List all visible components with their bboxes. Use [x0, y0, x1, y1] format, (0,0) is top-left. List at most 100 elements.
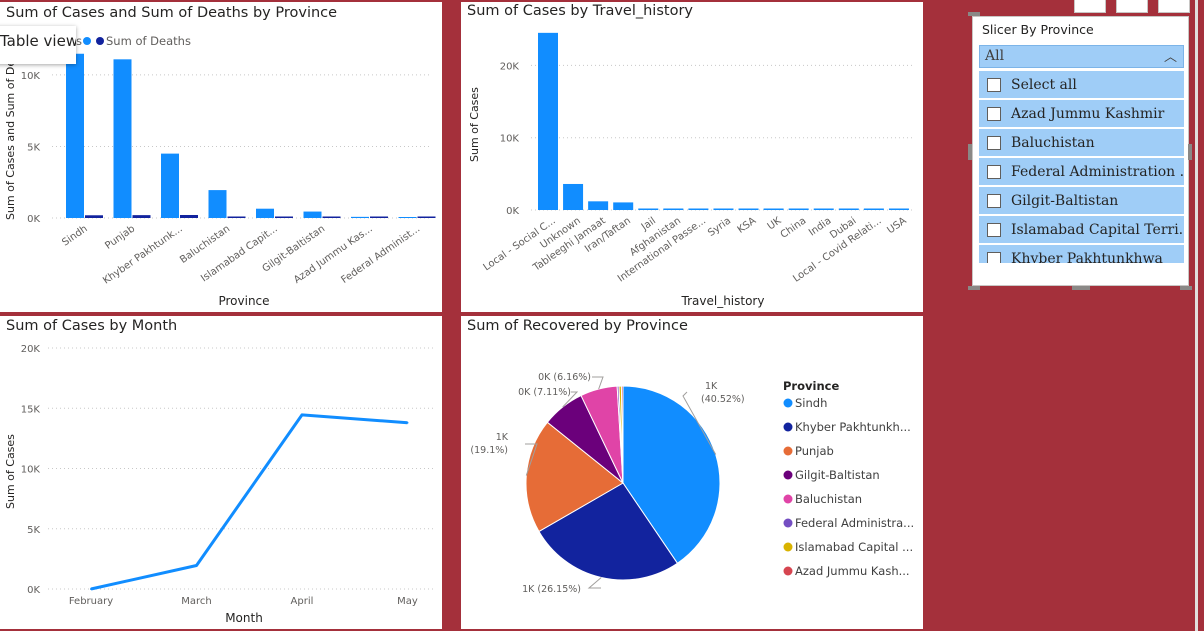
bar-deaths — [180, 214, 198, 218]
chart-title: Sum of Recovered by Province — [467, 318, 688, 334]
x-tick-label: February — [69, 596, 113, 607]
y-tick-label: 10K — [21, 71, 41, 82]
legend-marker — [783, 494, 793, 504]
legend-marker — [783, 398, 793, 408]
checkbox[interactable] — [987, 222, 1001, 237]
legend-label: Federal Administra... — [795, 516, 914, 530]
bar-cases — [351, 216, 369, 218]
legend-label: Baluchistan — [795, 492, 862, 506]
bar-cases — [813, 208, 834, 210]
bar-deaths — [227, 216, 246, 218]
slicer-item-azad-jummu-kashmir[interactable]: Azad Jummu Kashmir — [979, 100, 1184, 127]
chart-cases-by-month[interactable]: Sum of Cases by Month 0K 5K 10K 15K 20K Febru… — [0, 316, 442, 629]
bar-deaths — [85, 215, 103, 218]
legend-label: Sum of Deaths — [106, 34, 191, 48]
bar-cases — [763, 208, 784, 210]
vertical-scrollbar[interactable] — [1195, 0, 1198, 631]
slicer-item-gilgit-baltistan[interactable]: Gilgit-Baltistan — [979, 187, 1184, 214]
bar-cases — [588, 201, 609, 210]
data-label-leader — [525, 443, 538, 476]
bar-cases — [788, 208, 809, 210]
table-view-tooltip[interactable]: Table view — [0, 26, 76, 64]
legend-title: Province — [783, 379, 839, 393]
line-point — [195, 564, 198, 567]
y-tick-label: 15K — [21, 404, 41, 415]
slicer-item-label: Khyber Pakhtunkhwa — [1011, 250, 1163, 264]
legend-label: Punjab — [795, 444, 834, 458]
resize-handle[interactable] — [1180, 286, 1192, 290]
x-axis-title: Travel_history — [681, 294, 765, 308]
pie-slice — [620, 385, 624, 484]
slicer-item-select-all[interactable]: Select all — [979, 71, 1184, 98]
data-label: 1K — [496, 432, 509, 443]
x-tick-label: China — [779, 215, 809, 240]
y-tick-label: 0K — [506, 206, 519, 217]
data-label-leader — [587, 577, 602, 589]
x-tick-label: Federal Administ... — [339, 223, 422, 286]
bar-deaths — [275, 216, 293, 218]
data-label: 1K (26.15%) — [522, 584, 581, 595]
chevron-up-icon[interactable]: ︿ — [1163, 50, 1177, 65]
bar-cases — [113, 59, 132, 218]
focus-mode-icon[interactable] — [1074, 0, 1106, 13]
slicer-item-baluchistan[interactable]: Baluchistan — [979, 129, 1184, 156]
slicer-item-federal-administration[interactable]: Federal Administration ... — [979, 158, 1184, 185]
slicer-item-khyber-pakhtunkhwa[interactable]: Khyber Pakhtunkhwa — [979, 245, 1184, 263]
bar-cases — [208, 190, 227, 218]
slicer-selected-value: All — [985, 48, 1005, 64]
checkbox[interactable] — [987, 135, 1001, 150]
chart-cases-deaths-by-province[interactable]: Sum of Cases and Sum of Deaths by Provin… — [0, 2, 442, 312]
bar-cases — [256, 208, 274, 218]
resize-handle[interactable] — [968, 286, 980, 290]
x-tick-label: USA — [885, 215, 908, 236]
resize-handle[interactable] — [968, 12, 980, 16]
bar-cases — [538, 32, 558, 210]
checkbox[interactable] — [987, 164, 1001, 179]
bar-cases — [738, 208, 759, 210]
y-tick-label: 20K — [500, 61, 520, 72]
bar-cases — [303, 211, 322, 218]
data-label: (19.1%) — [470, 445, 508, 456]
legend-marker — [783, 446, 793, 456]
x-tick-label: Sindh — [60, 223, 89, 248]
slicer-dropdown[interactable]: All ︿ — [979, 45, 1184, 68]
legend-marker — [783, 542, 793, 552]
chart-recovered-by-province[interactable]: Sum of Recovered by Province 1K (40.52%) 1… — [461, 316, 923, 629]
slicer-list[interactable]: Select all Azad Jummu Kashmir Baluchista… — [979, 71, 1184, 263]
chart-cases-by-travel-history[interactable]: Sum of Cases by Travel_history 0K 10K 20K L… — [461, 2, 923, 312]
legend-label: Gilgit-Baltistan — [795, 468, 880, 482]
resize-handle[interactable] — [1188, 144, 1192, 160]
line-chart-month: 0K 5K 10K 15K 20K February March April May Month S… — [4, 344, 436, 625]
checkbox[interactable] — [987, 251, 1001, 263]
data-label: (40.52%) — [701, 394, 745, 405]
pie-chart-recovered: 1K (40.52%) 1K (26.15%) 1K (19.1%) 0K (7.11%)… — [470, 372, 914, 595]
slicer-item-label: Gilgit-Baltistan — [1011, 192, 1119, 209]
legend-marker — [783, 422, 793, 432]
y-axis-title: Sum of Cases — [4, 434, 17, 509]
x-tick-label: Khyber Pakhtunk... — [101, 223, 185, 286]
x-tick-label: Syria — [706, 215, 733, 239]
filter-icon[interactable] — [1116, 0, 1148, 13]
legend-label: Khyber Pakhtunkh... — [795, 420, 911, 434]
province-slicer[interactable]: Slicer By Province All ︿ Select all Azad… — [972, 16, 1189, 286]
y-tick-label: 10K — [21, 465, 41, 476]
checkbox[interactable] — [987, 77, 1001, 92]
line-point — [300, 413, 303, 416]
legend-marker — [783, 470, 793, 480]
checkbox[interactable] — [987, 193, 1001, 208]
bar-cases — [613, 202, 634, 210]
slicer-item-label: Azad Jummu Kashmir — [1011, 105, 1165, 122]
y-axis-title: Sum of Cases — [468, 87, 481, 162]
y-tick-label: 0K — [27, 214, 40, 225]
line-point — [90, 588, 92, 590]
y-tick-label: 10K — [500, 134, 520, 145]
more-options-icon[interactable] — [1158, 0, 1190, 13]
slicer-item-islamabad-capital[interactable]: Islamabad Capital Terri... — [979, 216, 1184, 243]
chart-title: Sum of Cases and Sum of Deaths by Provin… — [6, 5, 338, 21]
data-label-leader — [592, 376, 604, 390]
slicer-item-label: Federal Administration ... — [1011, 163, 1184, 180]
resize-handle[interactable] — [968, 144, 972, 160]
checkbox[interactable] — [987, 106, 1001, 121]
resize-handle[interactable] — [1072, 286, 1090, 290]
